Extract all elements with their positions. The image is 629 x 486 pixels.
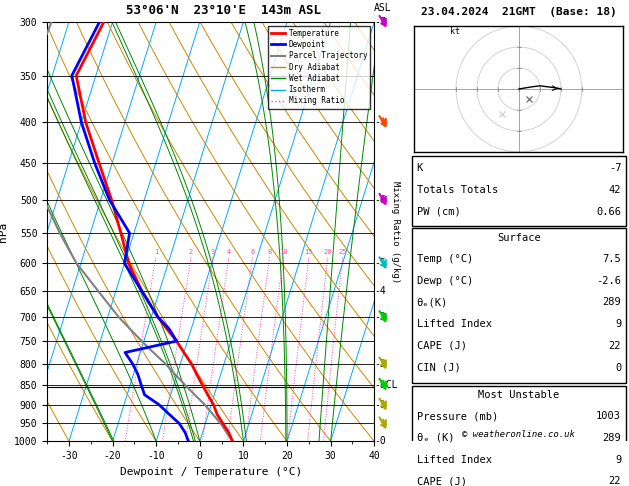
FancyBboxPatch shape [412, 228, 626, 383]
Text: 9: 9 [615, 455, 621, 465]
FancyBboxPatch shape [412, 156, 626, 226]
Text: 7.5: 7.5 [603, 254, 621, 264]
Text: -7: -7 [374, 17, 386, 27]
Text: Lifted Index: Lifted Index [416, 455, 492, 465]
Text: 15: 15 [304, 249, 313, 255]
Text: Pressure (mb): Pressure (mb) [416, 411, 498, 421]
Text: 289: 289 [603, 297, 621, 307]
Text: Most Unstable: Most Unstable [478, 390, 560, 400]
Text: CIN (J): CIN (J) [416, 363, 460, 373]
Text: 0: 0 [615, 363, 621, 373]
Text: Totals Totals: Totals Totals [416, 185, 498, 195]
Text: K: K [416, 163, 423, 173]
Text: 289: 289 [603, 433, 621, 443]
Legend: Temperature, Dewpoint, Parcel Trajectory, Dry Adiabat, Wet Adiabat, Isotherm, Mi: Temperature, Dewpoint, Parcel Trajectory… [268, 26, 370, 108]
Text: Mixing Ratio (g/kg): Mixing Ratio (g/kg) [391, 180, 400, 283]
Text: CAPE (J): CAPE (J) [416, 341, 467, 351]
Text: -2: -2 [374, 359, 386, 368]
Text: km
ASL: km ASL [374, 0, 392, 14]
X-axis label: Dewpoint / Temperature (°C): Dewpoint / Temperature (°C) [120, 467, 302, 477]
Y-axis label: hPa: hPa [0, 222, 8, 242]
Text: -2.6: -2.6 [596, 276, 621, 286]
Text: 3: 3 [211, 249, 215, 255]
Text: 4: 4 [227, 249, 231, 255]
Text: θₑ(K): θₑ(K) [416, 297, 448, 307]
Text: 1: 1 [153, 249, 158, 255]
Text: 53°06'N  23°10'E  143m ASL: 53°06'N 23°10'E 143m ASL [126, 4, 321, 17]
Text: -6: -6 [374, 195, 386, 205]
Text: 8: 8 [267, 249, 272, 255]
Text: 6: 6 [250, 249, 255, 255]
Text: © weatheronline.co.uk: © weatheronline.co.uk [462, 430, 576, 439]
Text: Surface: Surface [497, 233, 541, 243]
Text: -3: -3 [374, 312, 386, 322]
Text: -7: -7 [609, 163, 621, 173]
Text: -0: -0 [374, 436, 386, 446]
Text: Dewp (°C): Dewp (°C) [416, 276, 473, 286]
Text: 23.04.2024  21GMT  (Base: 18): 23.04.2024 21GMT (Base: 18) [421, 7, 617, 17]
Text: -4: -4 [374, 286, 386, 296]
FancyBboxPatch shape [412, 385, 626, 486]
Text: 0.66: 0.66 [596, 207, 621, 217]
Text: -: - [374, 117, 380, 127]
Text: CAPE (J): CAPE (J) [416, 476, 467, 486]
Text: PW (cm): PW (cm) [416, 207, 460, 217]
Text: 42: 42 [609, 185, 621, 195]
Text: 10: 10 [279, 249, 287, 255]
Text: θₑ (K): θₑ (K) [416, 433, 454, 443]
Text: Lifted Index: Lifted Index [416, 319, 492, 329]
Text: 9: 9 [615, 319, 621, 329]
Text: 25: 25 [338, 249, 347, 255]
Text: 1003: 1003 [596, 411, 621, 421]
Text: -5: -5 [374, 259, 386, 268]
Text: Temp (°C): Temp (°C) [416, 254, 473, 264]
Text: 20: 20 [323, 249, 332, 255]
Text: 22: 22 [609, 341, 621, 351]
Text: -LCL: -LCL [374, 380, 398, 390]
Text: 22: 22 [609, 476, 621, 486]
Text: -1: -1 [374, 399, 386, 410]
Text: 2: 2 [189, 249, 193, 255]
